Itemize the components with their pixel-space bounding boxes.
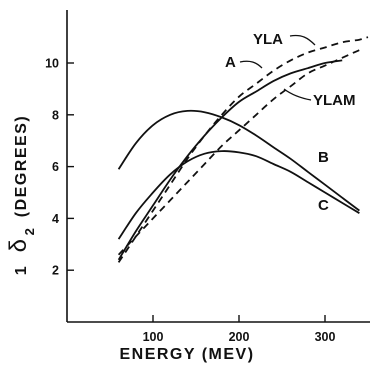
- y-tick-label-2: 2: [52, 264, 59, 278]
- leader-line-ylam: [283, 88, 312, 101]
- series-line-a: [117, 59, 343, 261]
- curves: [117, 36, 369, 263]
- x-axis-title: ENERGY (MEV): [119, 346, 254, 363]
- y-tick-label-6: 6: [52, 160, 59, 174]
- axes: [66, 10, 370, 323]
- leader-line-yla: [289, 34, 316, 46]
- y-tick-label-4: 4: [52, 212, 59, 226]
- x-tick-label-100: 100: [143, 330, 164, 344]
- x-tick-label-200: 200: [229, 330, 250, 344]
- y-ticks: 2 4 6 8 10: [45, 57, 74, 278]
- series-line-yla: [117, 36, 369, 263]
- label-leaders: [239, 34, 316, 101]
- curve-label-c: C: [318, 197, 329, 214]
- x-tick-label-300: 300: [315, 330, 336, 344]
- y-axis-title-prefix: 1: [13, 265, 30, 275]
- y-tick-label-10: 10: [45, 57, 59, 71]
- curve-label-a: A: [225, 54, 236, 71]
- y-axis-title-units: (DEGREES): [13, 115, 30, 217]
- y-axis-title: 1 δ 2 (DEGREES): [5, 115, 37, 275]
- curve-labels: YLA A YLAM B C: [225, 31, 356, 214]
- y-tick-label-8: 8: [52, 108, 59, 122]
- curve-label-ylam: YLAM: [313, 92, 356, 109]
- leader-line-a: [239, 60, 263, 69]
- y-axis-title-symbol: δ: [5, 238, 32, 253]
- y-axis-title-subscript: 2: [22, 227, 37, 236]
- series-line-b: [117, 109, 360, 212]
- curve-label-b: B: [318, 149, 329, 166]
- x-ticks: 100 200 300: [143, 315, 336, 344]
- series-line-c: [117, 150, 360, 240]
- series-line-ylam: [117, 49, 360, 256]
- curve-label-yla: YLA: [253, 31, 283, 48]
